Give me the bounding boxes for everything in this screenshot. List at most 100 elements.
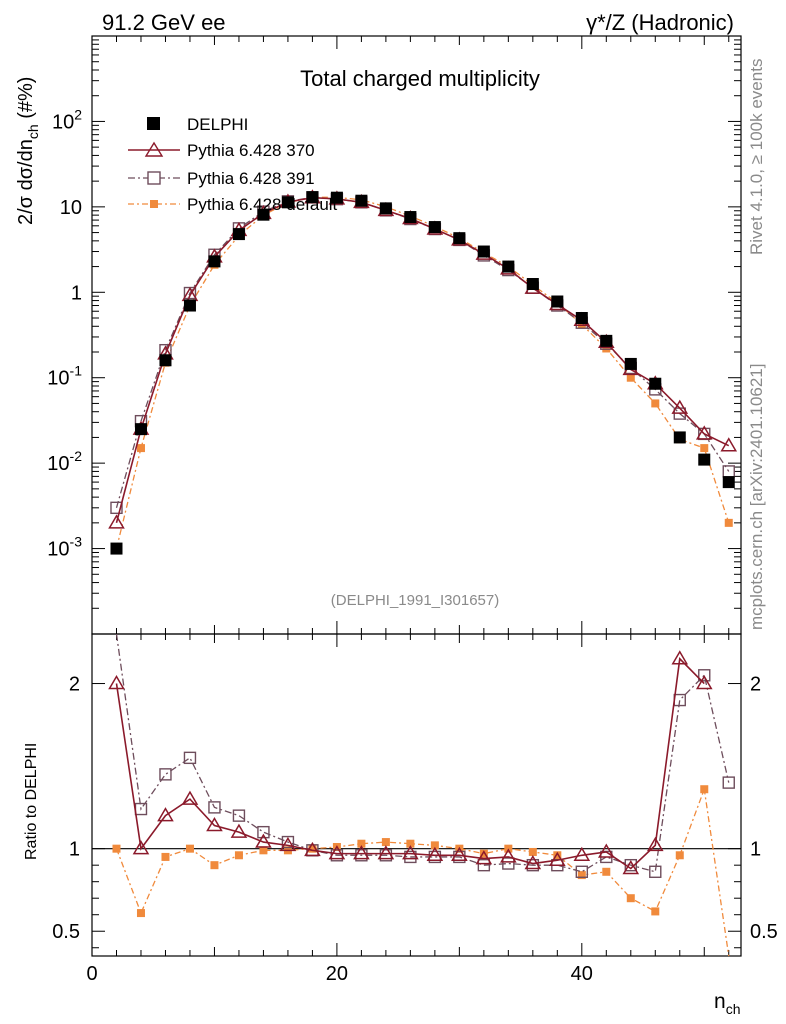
series-line-p370 (115, 196, 730, 524)
series-ratio-p370 (108, 650, 713, 875)
point-pdefault (577, 320, 586, 329)
point-delphi (134, 423, 147, 436)
point-ratio-p370 (695, 675, 713, 690)
point-ratio-p370 (451, 846, 468, 862)
point-p370 (695, 425, 713, 440)
point-ratio-p370 (549, 851, 566, 866)
point-ratio-p370 (132, 840, 150, 855)
point-ratio-p370 (671, 650, 689, 665)
point-ratio-pdefault (651, 907, 660, 916)
point-ratio-p391 (159, 768, 172, 781)
point-ratio-p370 (206, 817, 223, 832)
point-ratio-p370 (500, 848, 517, 863)
point-delphi (379, 202, 392, 215)
x-tick-label: 40 (571, 963, 593, 985)
point-delphi (526, 278, 539, 291)
ratio-panel: 0.5 0.5 1 1 2 2 Ratio to DELPHI (23, 633, 778, 957)
point-delphi (673, 431, 686, 444)
energy-label: 91.2 GeV ee (102, 10, 226, 35)
point-ratio-p391 (722, 776, 735, 789)
point-ratio-p370 (377, 845, 395, 860)
series-ratio-p391 (115, 633, 735, 878)
legend-label-default: Pythia 6.428 default (187, 195, 338, 214)
point-delphi (281, 196, 294, 209)
point-p370 (671, 399, 689, 414)
ratio-frame (91, 633, 742, 957)
point-ratio-p370 (646, 836, 664, 852)
series-p391 (110, 191, 735, 515)
point-delphi (232, 228, 245, 241)
point-delphi (575, 312, 588, 325)
point-ratio-pdefault (112, 844, 121, 853)
point-ratio-p391 (502, 857, 515, 870)
main-marks (108, 189, 738, 555)
point-delphi (624, 357, 637, 370)
legend-marker-default (150, 200, 158, 208)
point-delphi (551, 295, 564, 308)
legend-marker-370 (144, 141, 164, 157)
point-pdefault (724, 518, 733, 527)
main-ytick-label: 10-2 (47, 448, 82, 475)
x-tick-label: 0 (86, 963, 97, 985)
point-ratio-p391 (281, 835, 295, 849)
point-ratio-p370 (524, 855, 542, 870)
ratio-ytick-label: 2 (69, 674, 80, 696)
legend-marker-391 (147, 171, 161, 185)
point-pdefault (700, 444, 709, 453)
point-ratio-p391 (575, 865, 589, 878)
point-delphi (404, 211, 417, 224)
point-ratio-pdefault (528, 847, 537, 856)
chart-title: Total charged multiplicity (300, 66, 540, 91)
series-line-ratio-p391 (115, 633, 730, 873)
ratio-ytick-label-right: 0.5 (750, 921, 778, 943)
point-delphi (110, 542, 123, 555)
point-ratio-pdefault (357, 839, 366, 848)
ratio-ticks (91, 634, 741, 956)
point-delphi (453, 232, 466, 245)
main-ytick-label: 10 (60, 197, 82, 219)
point-ratio-pdefault (553, 851, 562, 860)
point-ratio-pdefault (675, 851, 684, 860)
series-delphi (110, 191, 735, 555)
point-ratio-p391 (698, 669, 711, 682)
ratio-marks (108, 633, 735, 957)
point-p391 (110, 501, 123, 515)
point-delphi (428, 221, 441, 234)
main-ytick-label: 102 (52, 106, 82, 133)
point-ratio-p370 (573, 846, 591, 862)
point-delphi (502, 260, 515, 273)
series-line-p391 (115, 196, 730, 508)
main-ytick-labels: 10-3 10-2 10-1 1 10 102 (47, 106, 82, 560)
point-ratio-pdefault (161, 852, 170, 861)
point-ratio-p370 (597, 843, 615, 858)
point-ratio-pdefault (234, 851, 243, 860)
point-ratio-p370 (328, 845, 346, 860)
point-ratio-pdefault (479, 849, 488, 858)
point-ratio-p391 (257, 825, 270, 839)
point-pdefault (651, 399, 660, 408)
legend-label-370: Pythia 6.428 370 (187, 141, 315, 160)
point-ratio-p391 (232, 809, 246, 822)
point-ratio-p370 (402, 845, 419, 860)
ratio-ytick-label-right: 1 (750, 839, 761, 861)
point-ratio-pdefault (381, 838, 390, 847)
point-delphi (183, 299, 196, 312)
point-ratio-p370 (426, 846, 444, 862)
point-ratio-p370 (108, 675, 125, 690)
point-delphi (600, 334, 613, 347)
point-pdefault (626, 373, 635, 382)
point-pdefault (136, 444, 145, 453)
point-ratio-p370 (304, 841, 321, 857)
point-ratio-p370 (181, 790, 199, 805)
point-ratio-p391 (208, 801, 221, 814)
ratio-ytick-labels: 0.5 0.5 1 1 2 2 (52, 674, 778, 944)
point-ratio-p391 (183, 751, 197, 765)
x-tick-labels: 0 20 40 (86, 963, 592, 985)
legend-label-391: Pythia 6.428 391 (187, 169, 315, 188)
point-delphi (159, 354, 172, 367)
main-ytick-label: 10-1 (47, 363, 82, 390)
main-ylabel: 2/σ dσ/dnch (#%) (15, 77, 41, 225)
point-ratio-p370 (353, 845, 370, 860)
point-ratio-p391 (649, 865, 662, 878)
